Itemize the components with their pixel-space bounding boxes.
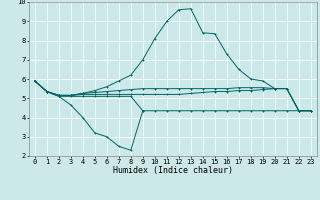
X-axis label: Humidex (Indice chaleur): Humidex (Indice chaleur) [113,166,233,175]
